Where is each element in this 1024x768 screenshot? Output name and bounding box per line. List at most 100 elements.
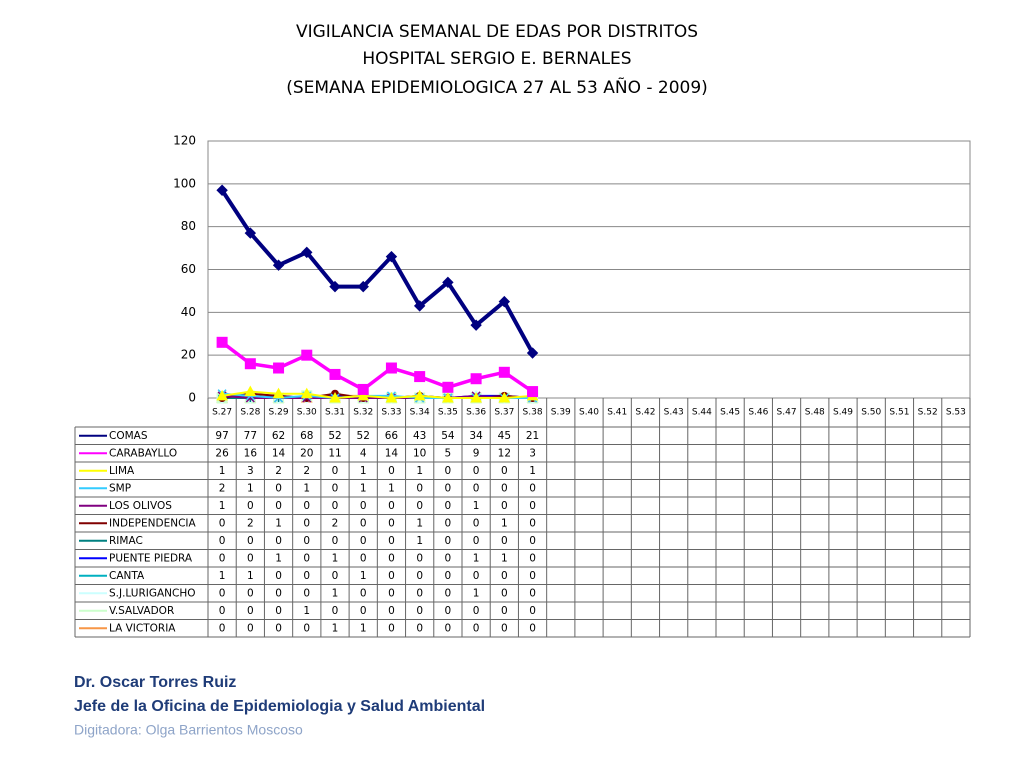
x-tick-label: S.42: [635, 408, 655, 418]
table-value: 1: [332, 552, 339, 564]
table-value: 0: [445, 552, 452, 564]
table-value: 0: [303, 500, 310, 512]
table-value: 0: [473, 517, 480, 529]
table-value: 0: [388, 465, 395, 477]
table-value: 0: [445, 482, 452, 494]
point: [385, 362, 397, 374]
table-value: 1: [360, 465, 367, 477]
x-tick-label: S.36: [466, 408, 486, 418]
table-value: 0: [416, 482, 423, 494]
table-value: 0: [416, 500, 423, 512]
table-value: 0: [219, 517, 226, 529]
table-value: 0: [445, 465, 452, 477]
table-value: 26: [215, 447, 229, 459]
table-value: 0: [303, 535, 310, 547]
series-line: [220, 189, 535, 354]
table-value: 0: [219, 587, 226, 599]
table-value: 1: [416, 465, 423, 477]
table-value: 0: [473, 605, 480, 617]
table-value: 1: [332, 587, 339, 599]
point: [442, 381, 454, 393]
table-value: 0: [416, 622, 423, 634]
table-value: 0: [219, 535, 226, 547]
legend-label: S.J.LURIGANCHO: [109, 587, 196, 599]
table-value: 5: [445, 447, 452, 459]
table-value: 0: [416, 570, 423, 582]
legend-label: CANTA: [109, 570, 145, 582]
point: [413, 300, 426, 312]
point: [414, 371, 426, 383]
table-value: 0: [416, 605, 423, 617]
table-value: 0: [360, 552, 367, 564]
table-value: 0: [332, 500, 339, 512]
table-value: 3: [247, 465, 254, 477]
table-value: 0: [445, 622, 452, 634]
table-value: 0: [332, 605, 339, 617]
table-value: 68: [300, 430, 313, 442]
x-tick-label: S.44: [692, 408, 712, 418]
table-value: 0: [388, 552, 395, 564]
table-value: 10: [413, 447, 426, 459]
point: [527, 386, 539, 398]
table-value: 0: [388, 517, 395, 529]
table-value: 0: [303, 517, 310, 529]
x-tick-label: S.40: [579, 408, 599, 418]
x-tick-label: S.47: [777, 408, 797, 418]
table-value: 1: [473, 587, 480, 599]
table-value: 1: [219, 465, 226, 477]
legend-label: CARABAYLLO: [109, 447, 177, 459]
table-value: 11: [328, 447, 341, 459]
table-value: 1: [529, 465, 536, 477]
table-value: 0: [332, 465, 339, 477]
legend-label: V.SALVADOR: [109, 605, 174, 617]
point: [329, 280, 341, 293]
series-line: [221, 390, 533, 399]
table-value: 0: [501, 500, 508, 512]
table-value: 0: [501, 482, 508, 494]
table-value: 1: [247, 570, 254, 582]
y-tick-label: 100: [173, 176, 196, 190]
x-tick-label: S.31: [325, 408, 345, 418]
table-value: 1: [501, 517, 508, 529]
x-tick-label: S.46: [748, 408, 768, 418]
y-tick-label: 20: [181, 348, 196, 362]
point: [301, 349, 313, 361]
table-value: 0: [275, 570, 282, 582]
table-value: 0: [247, 500, 254, 512]
table-value: 0: [529, 482, 536, 494]
table-value: 1: [473, 552, 480, 564]
point: [244, 227, 257, 239]
table-value: 0: [247, 622, 254, 634]
table-value: 16: [244, 447, 258, 459]
table-value: 0: [445, 500, 452, 512]
chart-title: VIGILANCIA SEMANAL DE EDAS POR DISTRITOS: [296, 22, 698, 42]
chart-title: HOSPITAL SERGIO E. BERNALES: [362, 49, 631, 69]
table-value: 43: [413, 430, 426, 442]
table-value: 54: [441, 430, 455, 442]
point: [470, 319, 482, 331]
table-value: 0: [473, 465, 480, 477]
legend-label: PUENTE PIEDRA: [109, 552, 193, 564]
x-tick-label: S.35: [438, 408, 458, 418]
table-value: 0: [529, 605, 536, 617]
x-tick-label: S.32: [353, 408, 373, 418]
point: [216, 184, 228, 196]
table-value: 0: [360, 605, 367, 617]
x-tick-label: S.53: [946, 408, 966, 418]
x-tick-label: S.28: [240, 408, 260, 418]
table-value: 0: [416, 552, 423, 564]
table-value: 0: [445, 605, 452, 617]
table-value: 0: [275, 587, 282, 599]
y-tick-label: 40: [181, 305, 196, 319]
table-value: 0: [501, 605, 508, 617]
table-value: 0: [388, 622, 395, 634]
point: [526, 347, 539, 359]
table-value: 1: [360, 570, 367, 582]
table-value: 0: [275, 535, 282, 547]
table-value: 1: [416, 517, 423, 529]
table-value: 0: [388, 587, 395, 599]
table-value: 45: [498, 430, 511, 442]
table-value: 0: [360, 535, 367, 547]
chart-title: (SEMANA EPIDEMIOLOGICA 27 AL 53 AÑO - 20…: [286, 76, 708, 98]
table-value: 0: [247, 605, 254, 617]
